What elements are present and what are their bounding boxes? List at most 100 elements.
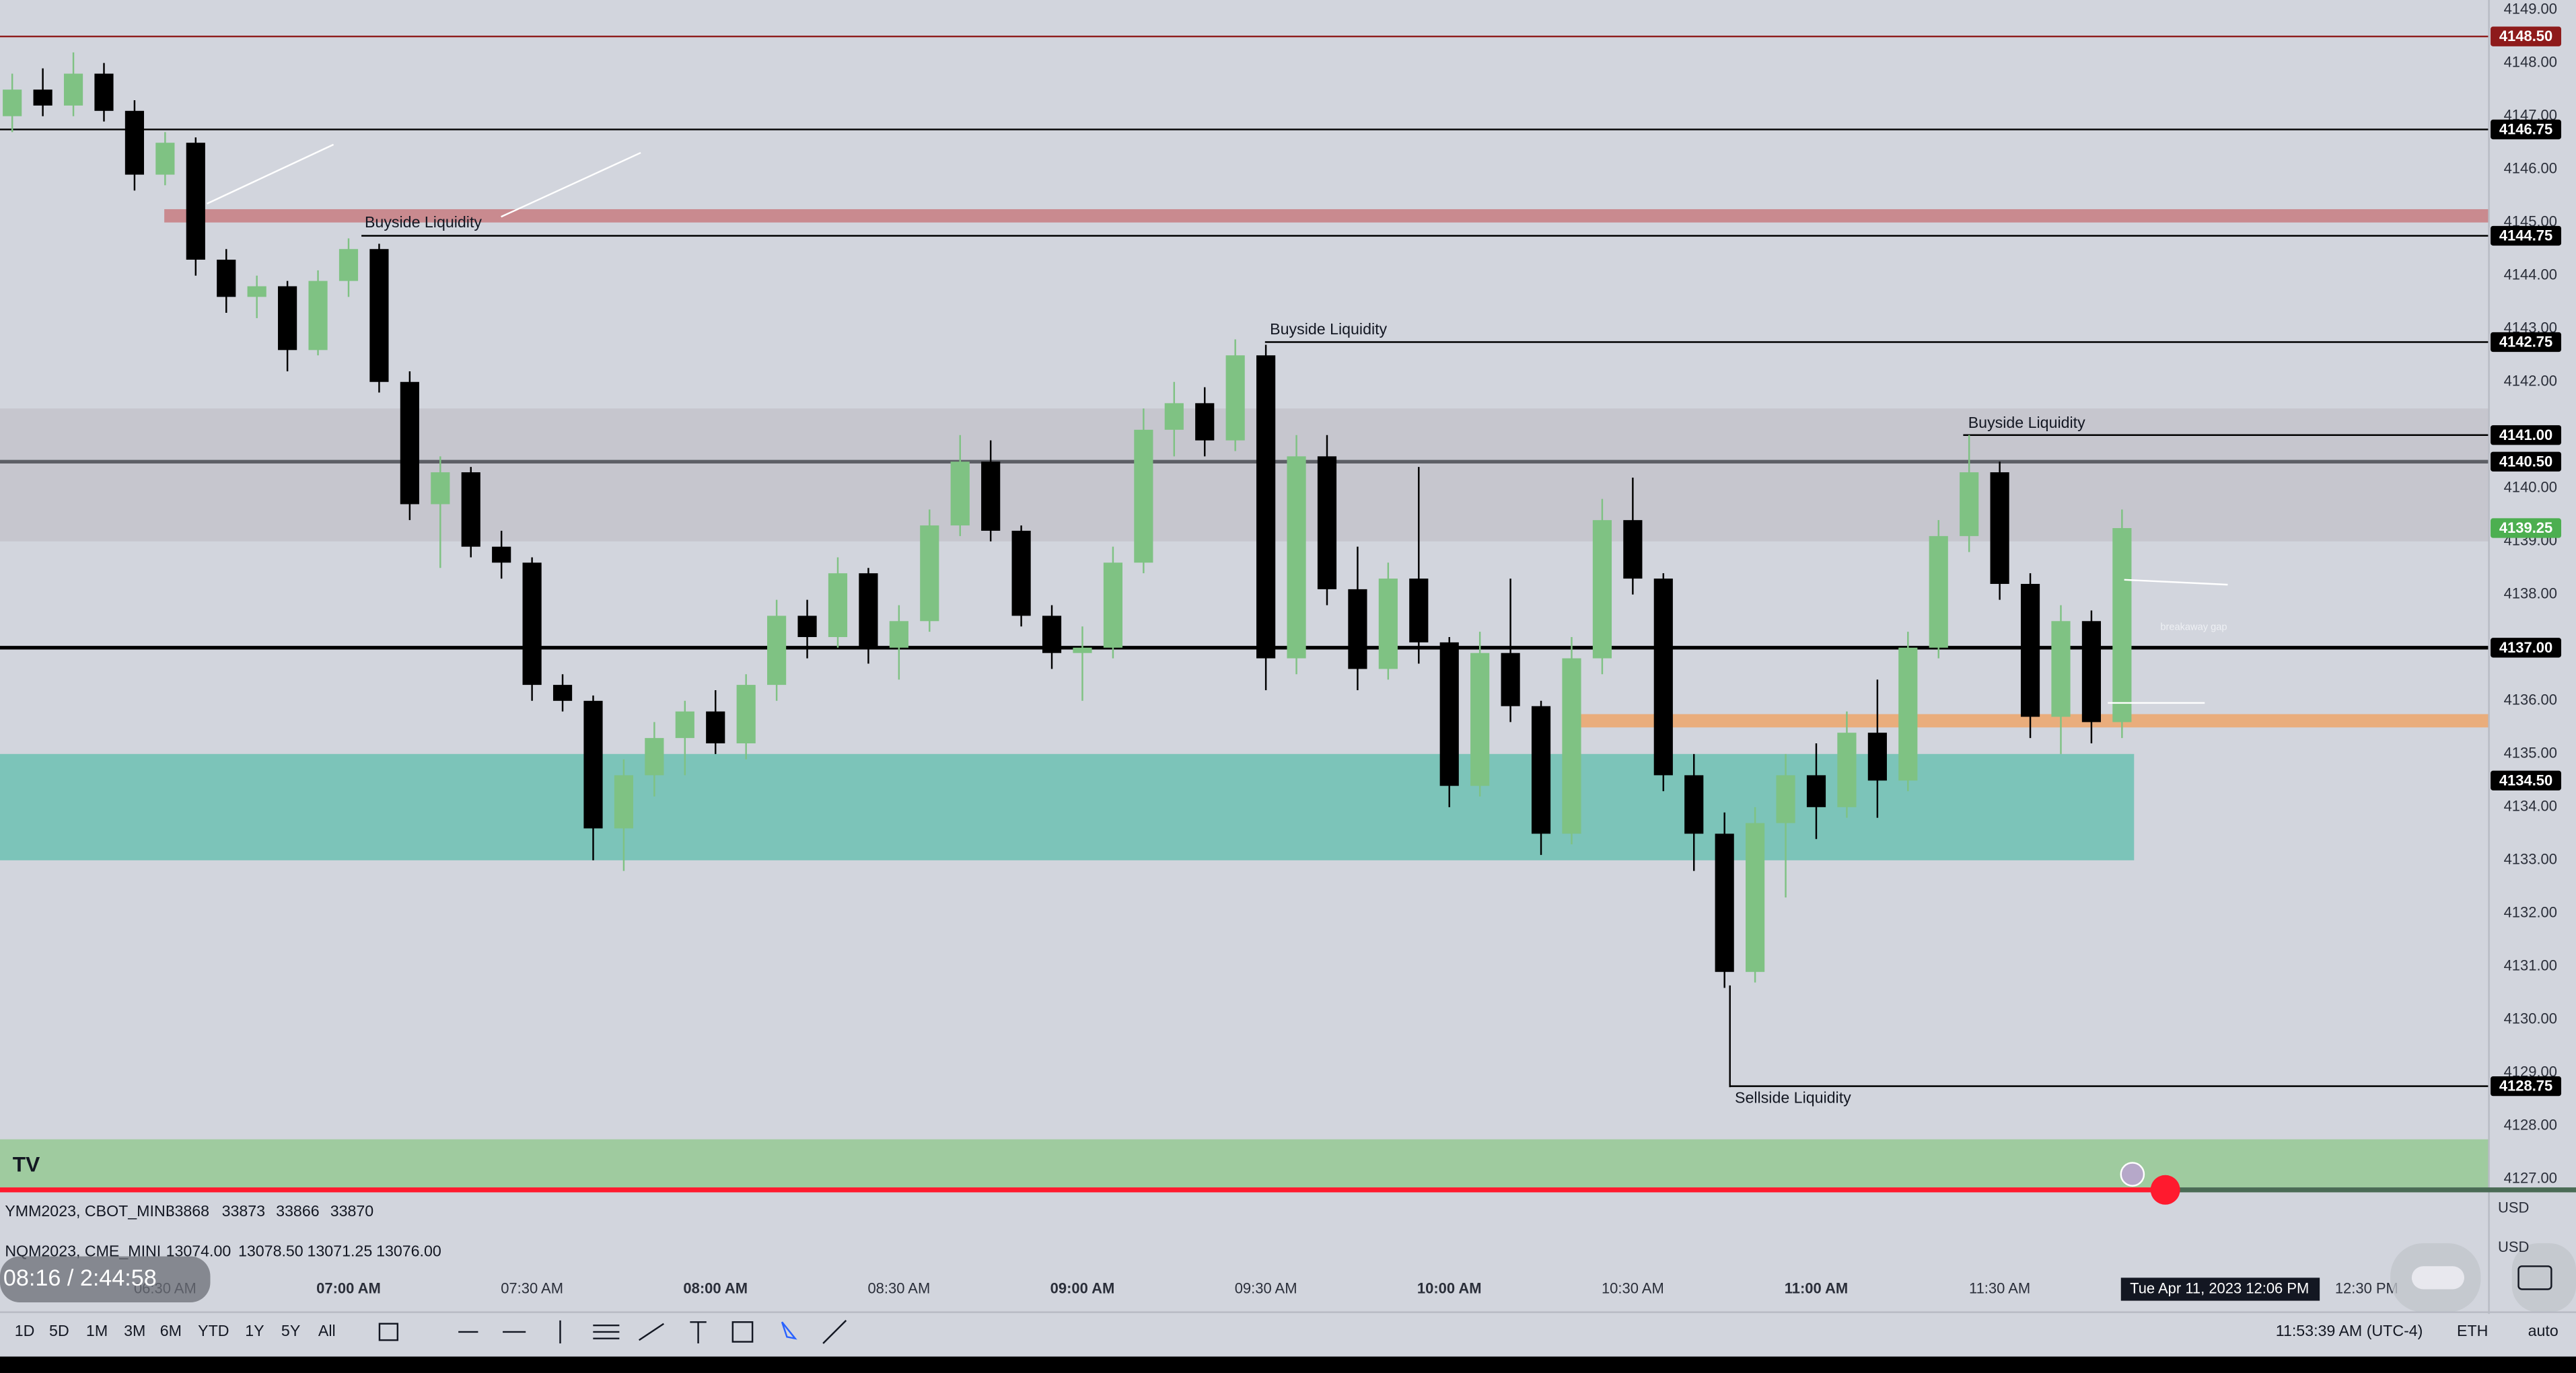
candle-body xyxy=(2020,583,2040,717)
legend-value: 13078.50 xyxy=(238,1242,303,1260)
candle-body xyxy=(767,616,787,685)
candle-body xyxy=(33,89,52,106)
y-tick-label: 4144.00 xyxy=(2504,266,2557,283)
candle-body xyxy=(614,775,634,829)
range-button[interactable]: 6M xyxy=(160,1322,182,1339)
range-button[interactable]: YTD xyxy=(198,1322,229,1339)
bottom-bar xyxy=(0,1356,2576,1373)
subtitles-button[interactable] xyxy=(2517,1265,2552,1290)
range-button[interactable]: 5D xyxy=(49,1322,69,1339)
candle-body xyxy=(1684,775,1704,834)
price-tag xyxy=(2491,119,2562,140)
pause-button[interactable] xyxy=(2411,1266,2464,1290)
candle-body xyxy=(1317,456,1337,589)
y-tick-label: 4135.00 xyxy=(2504,745,2557,762)
candle-body xyxy=(2051,621,2071,717)
price-tag-label: 4146.75 xyxy=(2499,120,2552,137)
candle-body xyxy=(1073,647,1092,653)
candle-body xyxy=(124,110,145,175)
candle-body xyxy=(1195,403,1215,441)
candle-body xyxy=(155,143,175,175)
candle-body xyxy=(1746,823,1765,972)
x-tick-label: 08:00 AM xyxy=(683,1279,748,1296)
candle-body xyxy=(1776,775,1795,823)
legend-value: 33873 xyxy=(222,1202,265,1220)
candle-body xyxy=(3,89,22,116)
candle-body xyxy=(1715,833,1734,972)
x-tick-label: 10:30 AM xyxy=(1602,1279,1664,1296)
arrow xyxy=(501,151,641,218)
candle-body xyxy=(1409,579,1429,642)
candle-body xyxy=(920,525,939,622)
legend-value: 13071.25 xyxy=(308,1242,373,1260)
candle-body xyxy=(1562,658,1581,834)
x-tick-label: 07:30 AM xyxy=(501,1279,563,1296)
price-tag xyxy=(2491,425,2562,445)
y-tick-label: 4148.00 xyxy=(2504,53,2557,70)
range-button[interactable]: 1D xyxy=(15,1322,35,1339)
crosshair-label: Tue Apr 11, 2023 12:06 PM xyxy=(2130,1279,2309,1296)
range-button[interactable]: 5Y xyxy=(281,1322,300,1339)
candle-body xyxy=(828,573,848,637)
x-tick-label: 11:00 AM xyxy=(1785,1279,1848,1296)
x-tick-label: 07:00 AM xyxy=(316,1279,381,1296)
price-tag-label: 4137.00 xyxy=(2499,639,2552,656)
price-tag xyxy=(2491,770,2562,790)
icon[interactable] xyxy=(690,1321,707,1344)
currency[interactable]: USD xyxy=(2498,1199,2529,1216)
price-tag-label: 4148.50 xyxy=(2499,28,2552,44)
progress-knob[interactable] xyxy=(2150,1175,2180,1205)
y-tick-label: 4133.00 xyxy=(2504,851,2557,868)
x-tick-label: 10:00 AM xyxy=(1417,1279,1482,1296)
price-tag-label: 4144.75 xyxy=(2499,227,2552,244)
chapter-icon[interactable] xyxy=(2120,1162,2145,1187)
x-tick-label: 11:30 AM xyxy=(1969,1279,2030,1296)
candle-body xyxy=(186,143,205,260)
currency[interactable]: USD xyxy=(2498,1238,2529,1255)
price-tag-label: 4128.75 xyxy=(2499,1078,2552,1094)
candle-body xyxy=(1623,520,1643,579)
y-tick-label: 4130.00 xyxy=(2504,1010,2557,1027)
candle-body xyxy=(1806,775,1826,807)
video-time-bg xyxy=(0,1256,211,1302)
legend-symbol: YMM2023, CBOT_MINI xyxy=(5,1202,170,1220)
price-tag-label: 4141.00 xyxy=(2499,426,2552,443)
candle-body xyxy=(1134,429,1153,563)
icon[interactable] xyxy=(822,1319,847,1344)
candle-body xyxy=(981,461,1001,531)
range-button[interactable]: All xyxy=(318,1322,336,1339)
candle-body xyxy=(431,472,450,505)
scale-mode[interactable]: auto xyxy=(2528,1322,2559,1339)
y-tick-label: 4132.00 xyxy=(2504,904,2557,921)
candle-body xyxy=(2112,528,2132,722)
icon[interactable] xyxy=(638,1323,664,1341)
y-tick-label: 4134.00 xyxy=(2504,798,2557,815)
legend-value: 13076.00 xyxy=(376,1242,441,1260)
x-tick-label: 12:30 PM xyxy=(2335,1279,2398,1296)
candle-body xyxy=(1898,647,1918,781)
y-tick-label: 4131.00 xyxy=(2504,957,2557,974)
icon[interactable] xyxy=(378,1323,399,1341)
legend-value: 33866 xyxy=(276,1202,319,1220)
annotation: Sellside Liquidity xyxy=(1735,1088,1851,1106)
candle-body xyxy=(1960,472,1979,536)
video-time: 08:16 / 2:44:58 xyxy=(3,1265,157,1291)
range-button[interactable]: 1M xyxy=(86,1322,108,1339)
candle-body xyxy=(63,73,83,106)
price-tag xyxy=(2491,638,2562,658)
candle-body xyxy=(369,249,389,382)
range-button[interactable]: 3M xyxy=(124,1322,145,1339)
candle-body xyxy=(797,616,817,637)
icon[interactable] xyxy=(731,1321,754,1343)
session[interactable]: ETH xyxy=(2457,1322,2488,1339)
candle-body xyxy=(1348,589,1367,669)
icon[interactable] xyxy=(781,1321,797,1340)
candle-body xyxy=(1592,520,1612,659)
range-button[interactable]: 1Y xyxy=(245,1322,264,1339)
candle-body xyxy=(1164,403,1184,430)
zone xyxy=(164,209,2489,223)
candle-body xyxy=(217,260,236,297)
candle-body xyxy=(736,685,756,744)
price-tag xyxy=(2491,451,2562,472)
